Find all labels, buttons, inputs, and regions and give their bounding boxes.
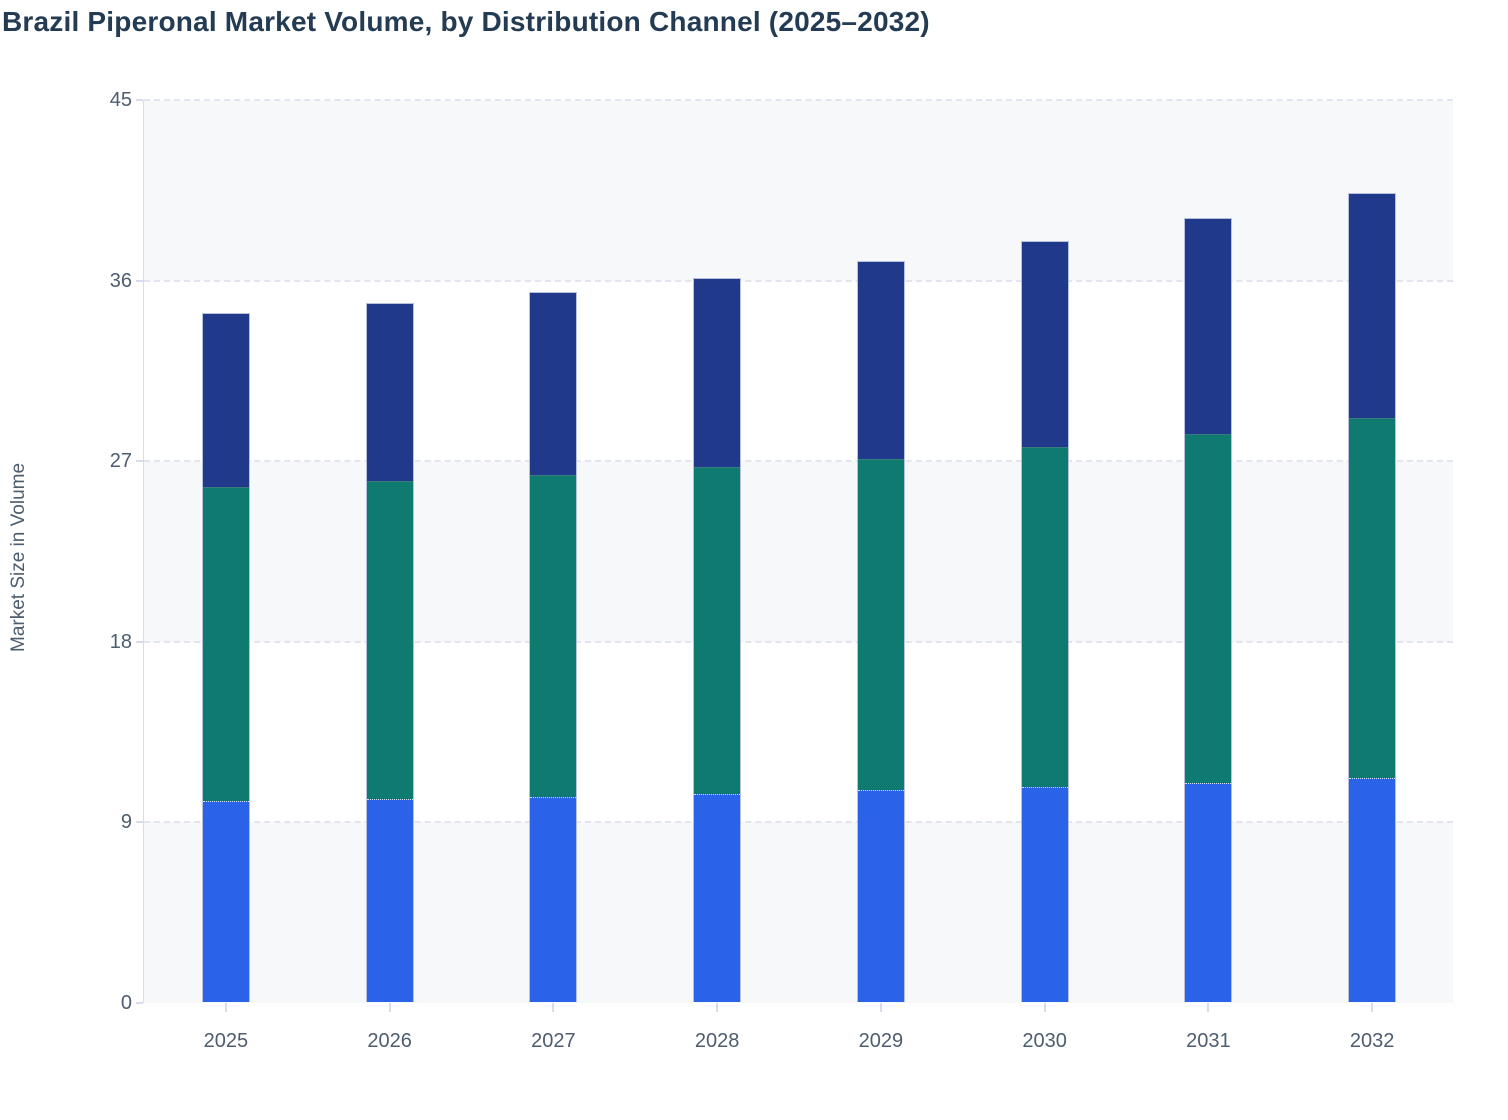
bar-2028-top-segment[interactable] [694,278,741,467]
bar-2027-middle-segment[interactable] [530,474,577,797]
y-tick-label-45: 45 [109,89,132,111]
y-tick-label-9: 9 [120,811,132,834]
bar-2030-bottom-segment[interactable] [1021,786,1068,1002]
chart-title: Brazil Piperonal Market Volume, by Distr… [2,6,930,37]
bar-2028[interactable] [693,277,742,1002]
bar-2031-middle-segment[interactable] [1185,433,1232,783]
bar-2026-top-segment[interactable] [366,303,413,482]
gridline-45 [144,99,1453,101]
gridline-9 [144,821,1453,824]
bar-2031-bottom-segment[interactable] [1185,782,1232,1002]
plot-area: 45 36 27 18 9 0 2025 2026 2027 2028 2029 2030 2031 20… [110,89,1453,1052]
bar-2028-middle-segment[interactable] [694,466,741,794]
x-tick-mark-2025 [224,1003,227,1012]
x-tick-label-2026: 2026 [367,1030,412,1052]
bar-2032-top-segment[interactable] [1349,194,1396,418]
bar-2031-top-segment[interactable] [1185,219,1232,434]
y-axis-title: Market Size in Volume [8,462,29,652]
x-tick-label-2025: 2025 [203,1030,249,1052]
bar-2026-middle-segment[interactable] [366,481,413,799]
gridline-36 [144,279,1453,282]
x-tick-label-2029: 2029 [858,1030,904,1052]
bar-2029-bottom-segment[interactable] [857,789,904,1002]
plot-band [144,100,1453,281]
gridline-18 [144,640,1453,643]
y-tick-label-27: 27 [109,450,132,473]
bar-2026[interactable] [365,302,414,1002]
bar-2028-bottom-segment[interactable] [694,793,741,1002]
y-tick-mark-27 [136,460,143,463]
gridline-27 [144,460,1453,463]
x-tick-mark-2029 [879,1003,882,1012]
bar-2029-top-segment[interactable] [857,261,904,459]
x-tick-mark-2030 [1043,1003,1046,1012]
y-tick-mark-0 [136,1002,143,1004]
bar-2031[interactable] [1184,218,1233,1002]
x-tick-label-2028: 2028 [694,1030,740,1052]
y-tick-mark-9 [136,821,143,824]
x-tick-label-2031: 2031 [1186,1030,1231,1052]
y-tick-mark-36 [136,279,143,282]
bar-2025[interactable] [201,312,250,1002]
bar-2029[interactable] [856,260,905,1002]
x-tick-label-2027: 2027 [531,1030,576,1052]
bar-2025-middle-segment[interactable] [202,487,249,801]
bar-2026-bottom-segment[interactable] [366,798,413,1002]
bar-2025-top-segment[interactable] [202,313,249,488]
bar-2027-bottom-segment[interactable] [530,796,577,1002]
y-tick-label-18: 18 [109,630,132,653]
bar-2032-bottom-segment[interactable] [1349,777,1396,1002]
plot-band [144,822,1453,1003]
y-tick-label-0: 0 [120,992,132,1014]
plot-band [144,641,1453,823]
x-tick-mark-2027 [552,1003,555,1012]
x-tick-label-2030: 2030 [1022,1030,1067,1052]
bar-2032[interactable] [1348,193,1397,1002]
x-tick-mark-2031 [1207,1003,1210,1012]
bar-2030-middle-segment[interactable] [1021,446,1068,787]
bar-2032-middle-segment[interactable] [1349,417,1396,778]
bar-2029-middle-segment[interactable] [857,458,904,790]
y-tick-label-36: 36 [109,269,132,292]
x-tick-label-2032: 2032 [1349,1030,1395,1052]
plot-band [144,280,1453,462]
x-tick-mark-2032 [1371,1003,1374,1012]
bar-2027-top-segment[interactable] [530,292,577,475]
plot-band [144,461,1453,642]
y-tick-mark-18 [136,640,143,643]
bar-2027[interactable] [529,291,578,1002]
x-tick-mark-2026 [388,1003,391,1012]
x-tick-mark-2028 [716,1003,719,1012]
bar-2025-bottom-segment[interactable] [202,800,249,1002]
y-tick-mark-45 [136,99,143,101]
bar-2030-top-segment[interactable] [1021,242,1068,447]
bar-2030[interactable] [1020,241,1069,1002]
